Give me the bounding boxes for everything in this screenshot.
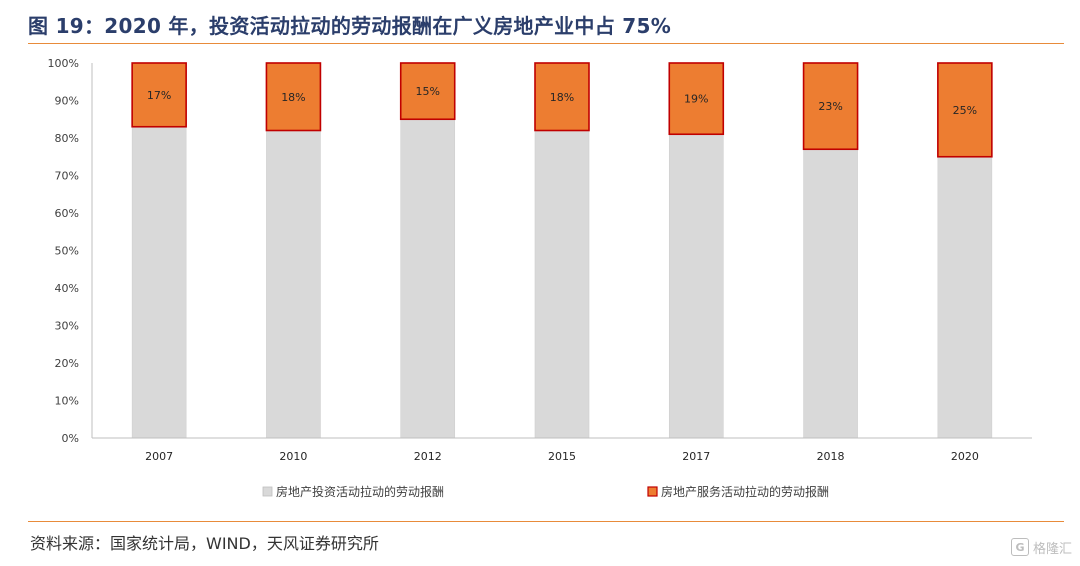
x-tick-label: 2015 [548,450,576,463]
bar-investment-segment [803,148,858,439]
title-divider [28,43,1064,44]
data-label: 17% [147,89,171,102]
bar-service-segment [131,62,187,128]
x-tick-label: 2018 [817,450,845,463]
data-label: 25% [953,104,977,117]
legend-label-investment: 房地产投资活动拉动的劳动报酬 [276,484,444,499]
legend-swatch-service [647,486,658,497]
x-tick-label: 2020 [951,450,979,463]
bar-investment-segment [266,130,321,439]
y-tick-label: 50% [55,245,79,258]
source-divider [28,521,1064,522]
bar-investment-segment [937,156,993,439]
watermark: G 格隆汇 [1010,536,1072,558]
y-tick-label: 30% [55,320,79,333]
bar-service-segment [668,62,725,136]
bar-investment-segment [131,126,187,439]
data-label: 23% [818,100,842,113]
legend-swatch-investment [262,486,273,497]
x-tick-label: 2012 [414,450,442,463]
data-label: 18% [550,91,574,104]
bar-service-segment [534,62,590,132]
bar-investment-segment [668,133,724,439]
x-tick-label: 2017 [682,450,710,463]
y-tick-label: 0% [62,432,79,445]
y-tick-label: 80% [55,132,79,145]
legend-label-service: 房地产服务活动拉动的劳动报酬 [661,484,829,499]
data-label: 19% [684,93,708,106]
bar-service-segment [937,62,993,158]
source-note: 资料来源：国家统计局，WIND，天风证券研究所 [30,534,379,553]
x-tick-label: 2007 [145,450,173,463]
chart-title: 图 19：2020 年，投资活动拉动的劳动报酬在广义房地产业中占 75% [28,14,672,38]
bar-service-segment [399,62,456,121]
bar-service-segment [802,62,859,151]
y-tick-label: 100% [48,57,79,70]
y-tick-label: 40% [55,282,79,295]
y-tick-label: 60% [55,207,79,220]
data-label: 18% [281,91,305,104]
x-tick-label: 2010 [279,450,307,463]
bar-service-segment [265,62,322,132]
watermark-logo-icon: G [1010,538,1029,556]
y-tick-label: 70% [55,170,79,183]
bar-investment-segment [534,130,590,439]
y-tick-label: 90% [55,95,79,108]
data-label: 15% [415,85,439,98]
watermark-text: 格隆汇 [1032,541,1072,557]
stacked-bar-chart: 0% 10% 20% 30% 40% 50% 60% 70% 80% 90% 100% 17% 2007… [48,57,1032,499]
bar-investment-segment [400,118,456,439]
y-tick-label: 20% [55,357,79,370]
y-tick-label: 10% [55,395,79,408]
